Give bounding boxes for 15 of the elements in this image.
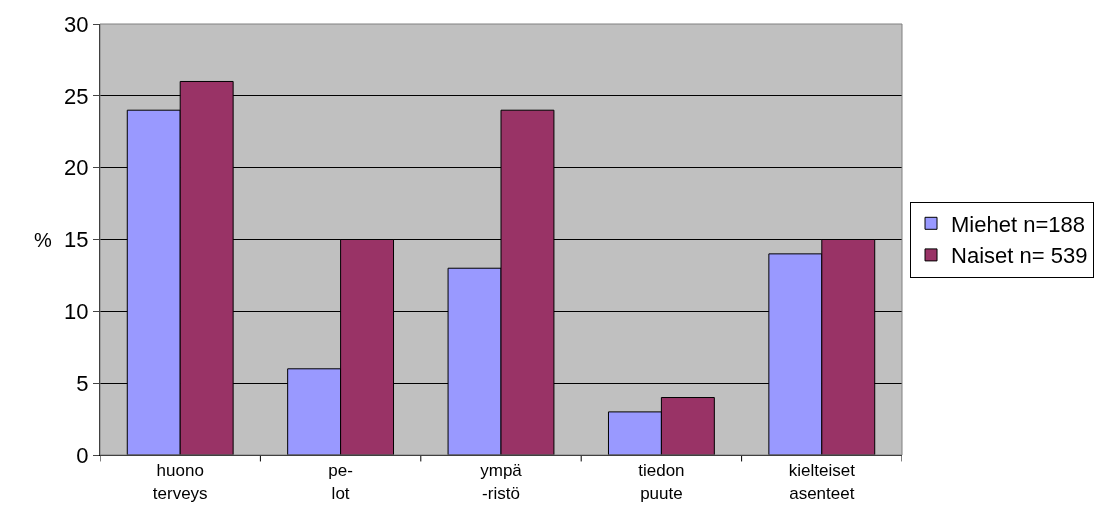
y-tick-label: 0 — [76, 442, 89, 468]
y-tick-label: 15 — [64, 227, 89, 253]
legend-label: Miehet n=188 — [951, 211, 1085, 237]
x-tick-label: huono terveys — [152, 461, 208, 503]
y-axis-title: % — [34, 229, 52, 251]
y-tick-label: 20 — [64, 155, 89, 181]
legend-label: Naiset n= 539 — [951, 243, 1088, 269]
y-tick-label: 30 — [64, 11, 89, 37]
y-tick-label: 5 — [76, 370, 89, 396]
x-tick-label: tiedon puute — [638, 461, 685, 503]
y-tick-label: 10 — [64, 299, 89, 325]
x-tick-label: kielteiset asenteet — [788, 461, 856, 503]
x-tick-label: ympä -ristö — [480, 461, 523, 503]
y-tick-label: 25 — [64, 83, 89, 109]
x-tick-label: pe- lot — [328, 461, 353, 503]
